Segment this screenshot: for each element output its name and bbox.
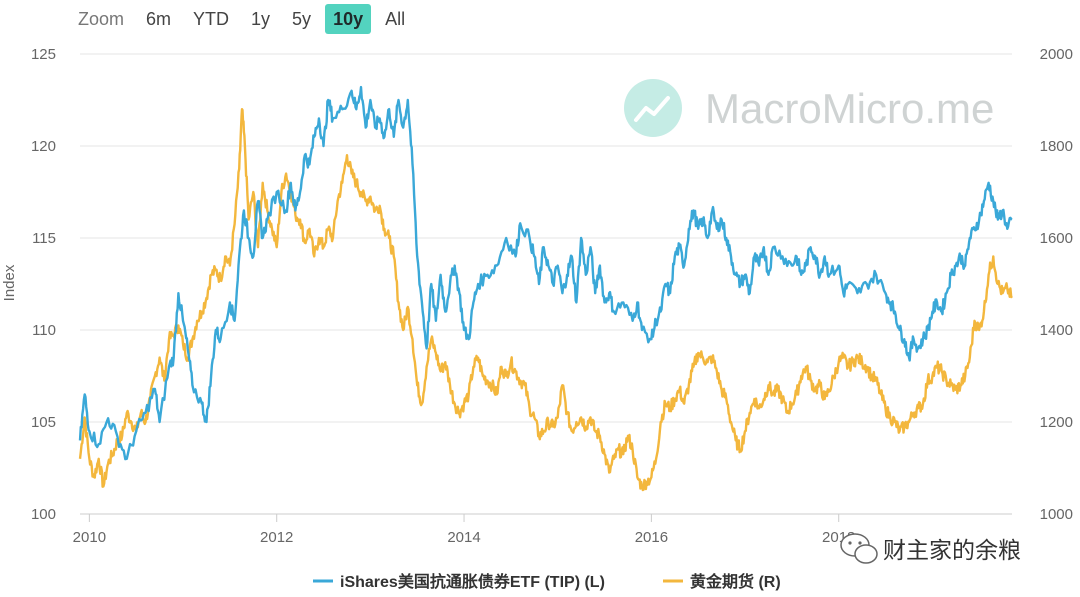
legend: iShares美国抗通胀债券ETF (TIP) (L) 黄金期货 (R) — [313, 572, 781, 591]
series-line-tip — [78, 85, 1013, 461]
zoom-all-button[interactable]: All — [385, 9, 406, 29]
legend-label-gold: 黄金期货 (R) — [690, 572, 781, 591]
legend-item-tip[interactable]: iShares美国抗通胀债券ETF (TIP) (L) — [313, 572, 605, 591]
zoom-5y-button[interactable]: 5y — [292, 9, 312, 29]
legend-label-tip: iShares美国抗通胀债券ETF (TIP) (L) — [340, 572, 605, 591]
zoom-ytd-button[interactable]: YTD — [193, 9, 230, 29]
right-axis-tick-label: 1200 — [1040, 414, 1073, 431]
zoom-label: Zoom — [78, 8, 125, 29]
x-axis-tick-label: 2010 — [73, 529, 106, 546]
watermark-text: MacroMicro.me — [705, 85, 994, 132]
x-axis: 2010 2012 2014 2016 2018 — [73, 513, 1012, 546]
x-axis-tick-label: 2014 — [447, 529, 480, 546]
right-axis-tick-label: 2000 — [1040, 46, 1073, 63]
right-axis-tick-label: 1600 — [1040, 230, 1073, 247]
left-axis-tick-label: 100 — [31, 506, 56, 523]
left-axis-tick-label: 115 — [32, 230, 56, 247]
x-axis-tick-label: 2016 — [635, 529, 668, 546]
left-axis-tick-label: 120 — [31, 138, 56, 155]
series-line-gold — [78, 108, 1013, 492]
watermark-logo-mark — [634, 96, 670, 122]
wechat-account-name: 财主家的余粮 — [883, 537, 1021, 563]
zoom-bar: Zoom 6m YTD 1y 5y 10y All — [78, 4, 419, 34]
left-axis-tick-label: 105 — [31, 414, 56, 431]
watermark-logo-icon — [624, 79, 682, 137]
left-axis-tick-label: 110 — [32, 322, 56, 339]
right-axis-tick-label: 1000 — [1040, 506, 1073, 523]
wechat-icon — [840, 533, 878, 564]
watermark: MacroMicro.me — [624, 79, 994, 137]
right-axis-tick-label: 1400 — [1040, 322, 1073, 339]
x-axis-tick-label: 2012 — [260, 529, 293, 546]
series-layer — [78, 85, 1013, 492]
left-axis-tick-label: 125 — [31, 46, 56, 63]
zoom-6m-button[interactable]: 6m — [146, 9, 172, 29]
zoom-1y-button[interactable]: 1y — [251, 9, 271, 29]
right-axis-tick-label: 1800 — [1040, 138, 1073, 155]
left-axis: 100 105 110 115 120 125 — [31, 46, 56, 523]
right-axis: 1000 1200 1400 1600 1800 2000 — [1040, 46, 1073, 523]
wechat-watermark: 财主家的余粮 — [840, 533, 1021, 564]
y-axis-title: Index — [1, 264, 18, 301]
zoom-10y-button[interactable]: 10y — [325, 4, 372, 34]
legend-item-gold[interactable]: 黄金期货 (R) — [663, 572, 781, 591]
